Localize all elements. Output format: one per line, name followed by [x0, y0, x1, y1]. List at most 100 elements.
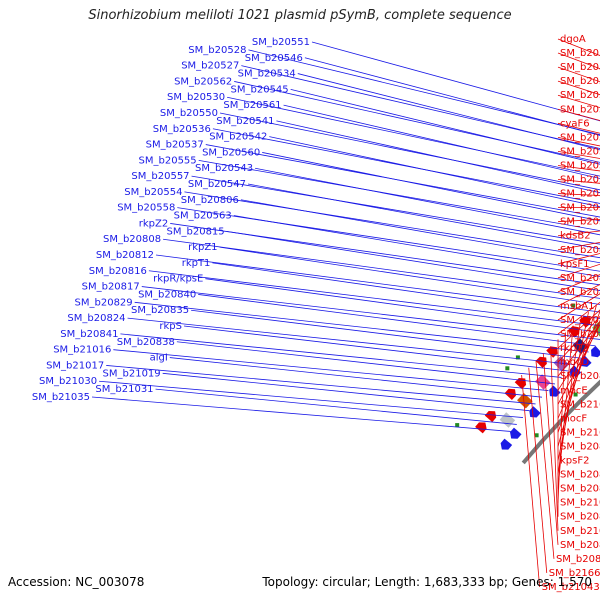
gene-label: SM_b20815	[167, 226, 225, 237]
gene-label: SM_b20825	[560, 484, 600, 495]
gene-label: kdsB2	[560, 231, 591, 242]
callout-line	[170, 358, 542, 398]
callout-line	[163, 373, 530, 410]
callout-line	[234, 81, 600, 207]
callout-line	[220, 247, 600, 310]
gene-label: kpsF1	[560, 259, 589, 270]
gene-label: SM_b20827	[560, 540, 600, 551]
gene-label: SM_b20530	[167, 92, 225, 103]
gene-label: SM_b20554	[124, 187, 182, 198]
gene-label: SM_b20559	[560, 217, 600, 228]
callout-line	[551, 346, 558, 530]
gene-label: SM_b20563	[174, 211, 232, 222]
rna-mark	[455, 423, 459, 427]
gene-label: SM_b20548	[560, 160, 600, 171]
gene-arrow	[546, 385, 560, 399]
callout-line	[522, 375, 540, 587]
callout-line	[241, 66, 600, 200]
gene-label: SM_b20821	[560, 441, 600, 452]
gene-label: SM_b20531	[560, 62, 600, 73]
gene-label: SM_b20546	[245, 53, 303, 64]
gene-label: SM_b20551	[252, 37, 310, 48]
gene-label: SM_b20816	[89, 266, 147, 277]
gene-label: SM_b20835	[131, 305, 189, 316]
map-title: Sinorhizobium meliloti 1021 plasmid pSym…	[0, 8, 600, 23]
gene-label: SM_b20817	[82, 282, 140, 293]
callout-line	[206, 145, 600, 243]
gene-label: SM_b20549	[560, 175, 600, 186]
gene-label: SM_b20838	[117, 337, 175, 348]
gene-label: SM_b20829	[75, 297, 133, 308]
gene-label: SM_b20532	[560, 76, 600, 87]
gene-label: SM_b21021	[560, 498, 600, 509]
gene-label: SM_b21031	[95, 384, 153, 395]
gene-label: SM_b20543	[195, 163, 253, 174]
gene-label: SM_b20534	[238, 69, 296, 80]
gene-label: SM_b20536	[153, 124, 211, 135]
callout-line	[177, 208, 600, 283]
gene-label: SM_b20525	[560, 48, 600, 59]
gene-label: SM_b20826	[560, 512, 600, 523]
callout-line	[248, 184, 600, 267]
gene-arrow	[498, 439, 512, 453]
callout-line	[106, 365, 535, 403]
gene-label: SM_b20561	[223, 100, 281, 111]
callout-line	[191, 310, 582, 358]
gene-label: SM_b20550	[160, 108, 218, 119]
rna-mark	[505, 366, 509, 370]
callout-line	[298, 74, 600, 204]
gene-label: SM_b20552	[560, 189, 600, 200]
gene-label: SM_b20824	[67, 313, 125, 324]
callout-line	[184, 192, 600, 272]
gene-label: SM_b20804	[560, 273, 600, 284]
gene-arrow	[505, 386, 519, 400]
gene-label: SM_b20839	[560, 470, 600, 481]
gene-label: SM_b20558	[117, 203, 175, 214]
accession-label: Accession: NC_003078	[8, 575, 144, 589]
gene-label: SM_b20527	[181, 61, 239, 72]
gene-label: SM_b20555	[139, 155, 197, 166]
gene-label: SM_b20545	[231, 84, 289, 95]
callout-line	[213, 129, 600, 233]
callout-line	[248, 50, 600, 192]
callout-line	[198, 294, 595, 345]
gene-label: SM_b20544	[560, 104, 600, 115]
gene-arrow	[588, 346, 600, 360]
gene-label: SM_b20828	[556, 554, 600, 565]
gene-label: kpsF2	[560, 456, 589, 467]
gene-label: SM_b20541	[216, 116, 274, 127]
gene-label: SM_b20811	[560, 287, 600, 298]
gene-label: SM_b21022	[560, 526, 600, 537]
gene-label: rkpR/kpsE	[153, 274, 203, 285]
callout-line	[212, 263, 600, 322]
gene-label: SM_b21030	[39, 376, 97, 387]
gene-label: SM_b20547	[188, 179, 246, 190]
gene-label: SM_b20542	[209, 132, 267, 143]
rna-mark	[535, 433, 539, 437]
gene-label: SM_b21016	[53, 345, 111, 356]
callout-line	[113, 350, 548, 391]
gene-label: SM_b20814	[560, 245, 600, 256]
gene-label: SM_b20540	[560, 132, 600, 143]
gene-label: cyaF6	[560, 118, 590, 129]
gene-label: dgoA	[560, 34, 586, 45]
callout-line	[99, 381, 523, 417]
gene-label: SM_b20810	[560, 371, 600, 382]
callout-line	[543, 353, 558, 544]
callout-line	[291, 89, 600, 211]
gene-label: SM_b21665	[560, 427, 600, 438]
gene-label: SM_b20557	[131, 171, 189, 182]
callout-line	[142, 287, 600, 340]
callout-line	[149, 271, 600, 328]
gene-label: SM_b21017	[46, 360, 104, 371]
gene-label: SM_b20808	[103, 234, 161, 245]
callout-line	[529, 368, 547, 573]
gene-label: SM_b20537	[146, 140, 204, 151]
summary-label: Topology: circular; Length: 1,683,333 bp…	[262, 575, 592, 589]
gene-label: rkpS	[159, 321, 182, 332]
gene-label: rkpZ2	[139, 218, 168, 229]
gene-label: SM_b21019	[103, 368, 161, 379]
gene-label: SM_b20841	[60, 329, 118, 340]
